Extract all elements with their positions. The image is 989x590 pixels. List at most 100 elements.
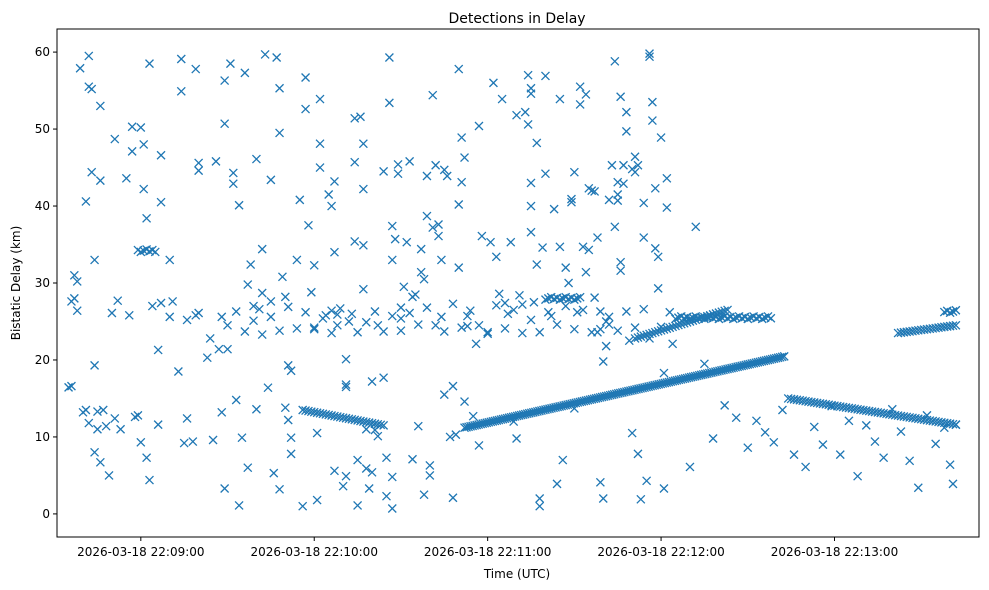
data-point (728, 314, 738, 324)
y-tick-label: 20 (35, 353, 50, 367)
data-point (636, 494, 646, 504)
data-point (124, 310, 134, 320)
data-point (555, 94, 565, 104)
data-point (616, 257, 626, 267)
data-point (309, 260, 319, 270)
data-point (555, 295, 565, 305)
data-point (647, 97, 657, 107)
data-point (165, 312, 175, 322)
data-point (630, 152, 640, 162)
data-point (286, 366, 296, 376)
data-point (552, 479, 562, 489)
data-point (769, 437, 779, 447)
data-point (948, 479, 958, 489)
data-point (743, 443, 753, 453)
data-point (659, 325, 669, 334)
data-point (266, 297, 276, 306)
data-point (283, 415, 293, 425)
data-point (668, 322, 678, 332)
data-point (613, 177, 623, 187)
data-point (743, 314, 753, 324)
data-point (595, 477, 605, 487)
data-point (205, 333, 215, 343)
data-point (95, 457, 105, 467)
data-point (491, 252, 501, 262)
data-point (425, 460, 435, 470)
data-point (474, 320, 484, 330)
data-point (110, 414, 120, 423)
data-point (483, 327, 493, 337)
data-point (220, 484, 230, 493)
data-point (500, 323, 510, 333)
data-point (350, 236, 360, 246)
data-point (327, 201, 337, 211)
data-point (650, 243, 660, 253)
data-point (231, 307, 241, 316)
data-point (315, 94, 325, 104)
data-point (405, 308, 415, 318)
data-point (448, 493, 458, 503)
data-point (416, 244, 426, 254)
data-point (835, 450, 845, 460)
data-point (454, 263, 464, 273)
data-point (332, 320, 342, 330)
data-point (604, 320, 614, 330)
data-point (306, 287, 316, 297)
data-point (477, 231, 487, 241)
data-point (474, 121, 484, 131)
data-point (569, 295, 579, 305)
data-point (428, 223, 438, 233)
data-point (228, 168, 238, 178)
data-point (277, 272, 287, 282)
data-point (543, 307, 553, 317)
data-point (647, 328, 657, 338)
data-point (779, 351, 789, 361)
data-point (136, 247, 146, 257)
data-point (546, 311, 556, 321)
data-point (590, 186, 600, 196)
data-point (150, 247, 160, 257)
data-point (87, 84, 97, 94)
data-point (275, 128, 285, 138)
data-point (526, 315, 536, 325)
data-point (341, 382, 351, 392)
data-point (384, 98, 394, 108)
data-point (777, 352, 787, 362)
data-point (107, 308, 117, 318)
data-point (535, 494, 545, 503)
data-point (558, 455, 568, 465)
data-point (439, 327, 449, 336)
data-point (572, 307, 582, 317)
data-point (503, 309, 513, 319)
data-point (72, 277, 82, 286)
data-point (312, 428, 322, 438)
data-point (500, 298, 510, 308)
data-point (630, 333, 640, 343)
data-point (673, 320, 683, 330)
data-point (439, 390, 449, 400)
data-point (223, 320, 232, 330)
data-point (529, 297, 539, 307)
data-point (358, 139, 368, 149)
data-point (639, 304, 649, 314)
data-point (168, 297, 178, 306)
data-point (457, 133, 467, 142)
data-point (818, 440, 828, 450)
data-point (191, 64, 201, 74)
data-point (468, 411, 478, 421)
data-point (948, 307, 958, 316)
data-point (101, 421, 111, 431)
data-point (292, 323, 302, 333)
data-point (870, 437, 880, 447)
x-axis-label: Time (UTC) (483, 567, 550, 581)
data-point (147, 301, 157, 311)
data-point (598, 494, 608, 503)
data-point (517, 300, 527, 310)
data-point (613, 196, 623, 206)
data-point (714, 314, 724, 324)
data-point (434, 220, 443, 229)
data-point (324, 190, 334, 199)
data-point (448, 299, 458, 309)
data-point (260, 49, 270, 59)
data-point (685, 314, 695, 324)
